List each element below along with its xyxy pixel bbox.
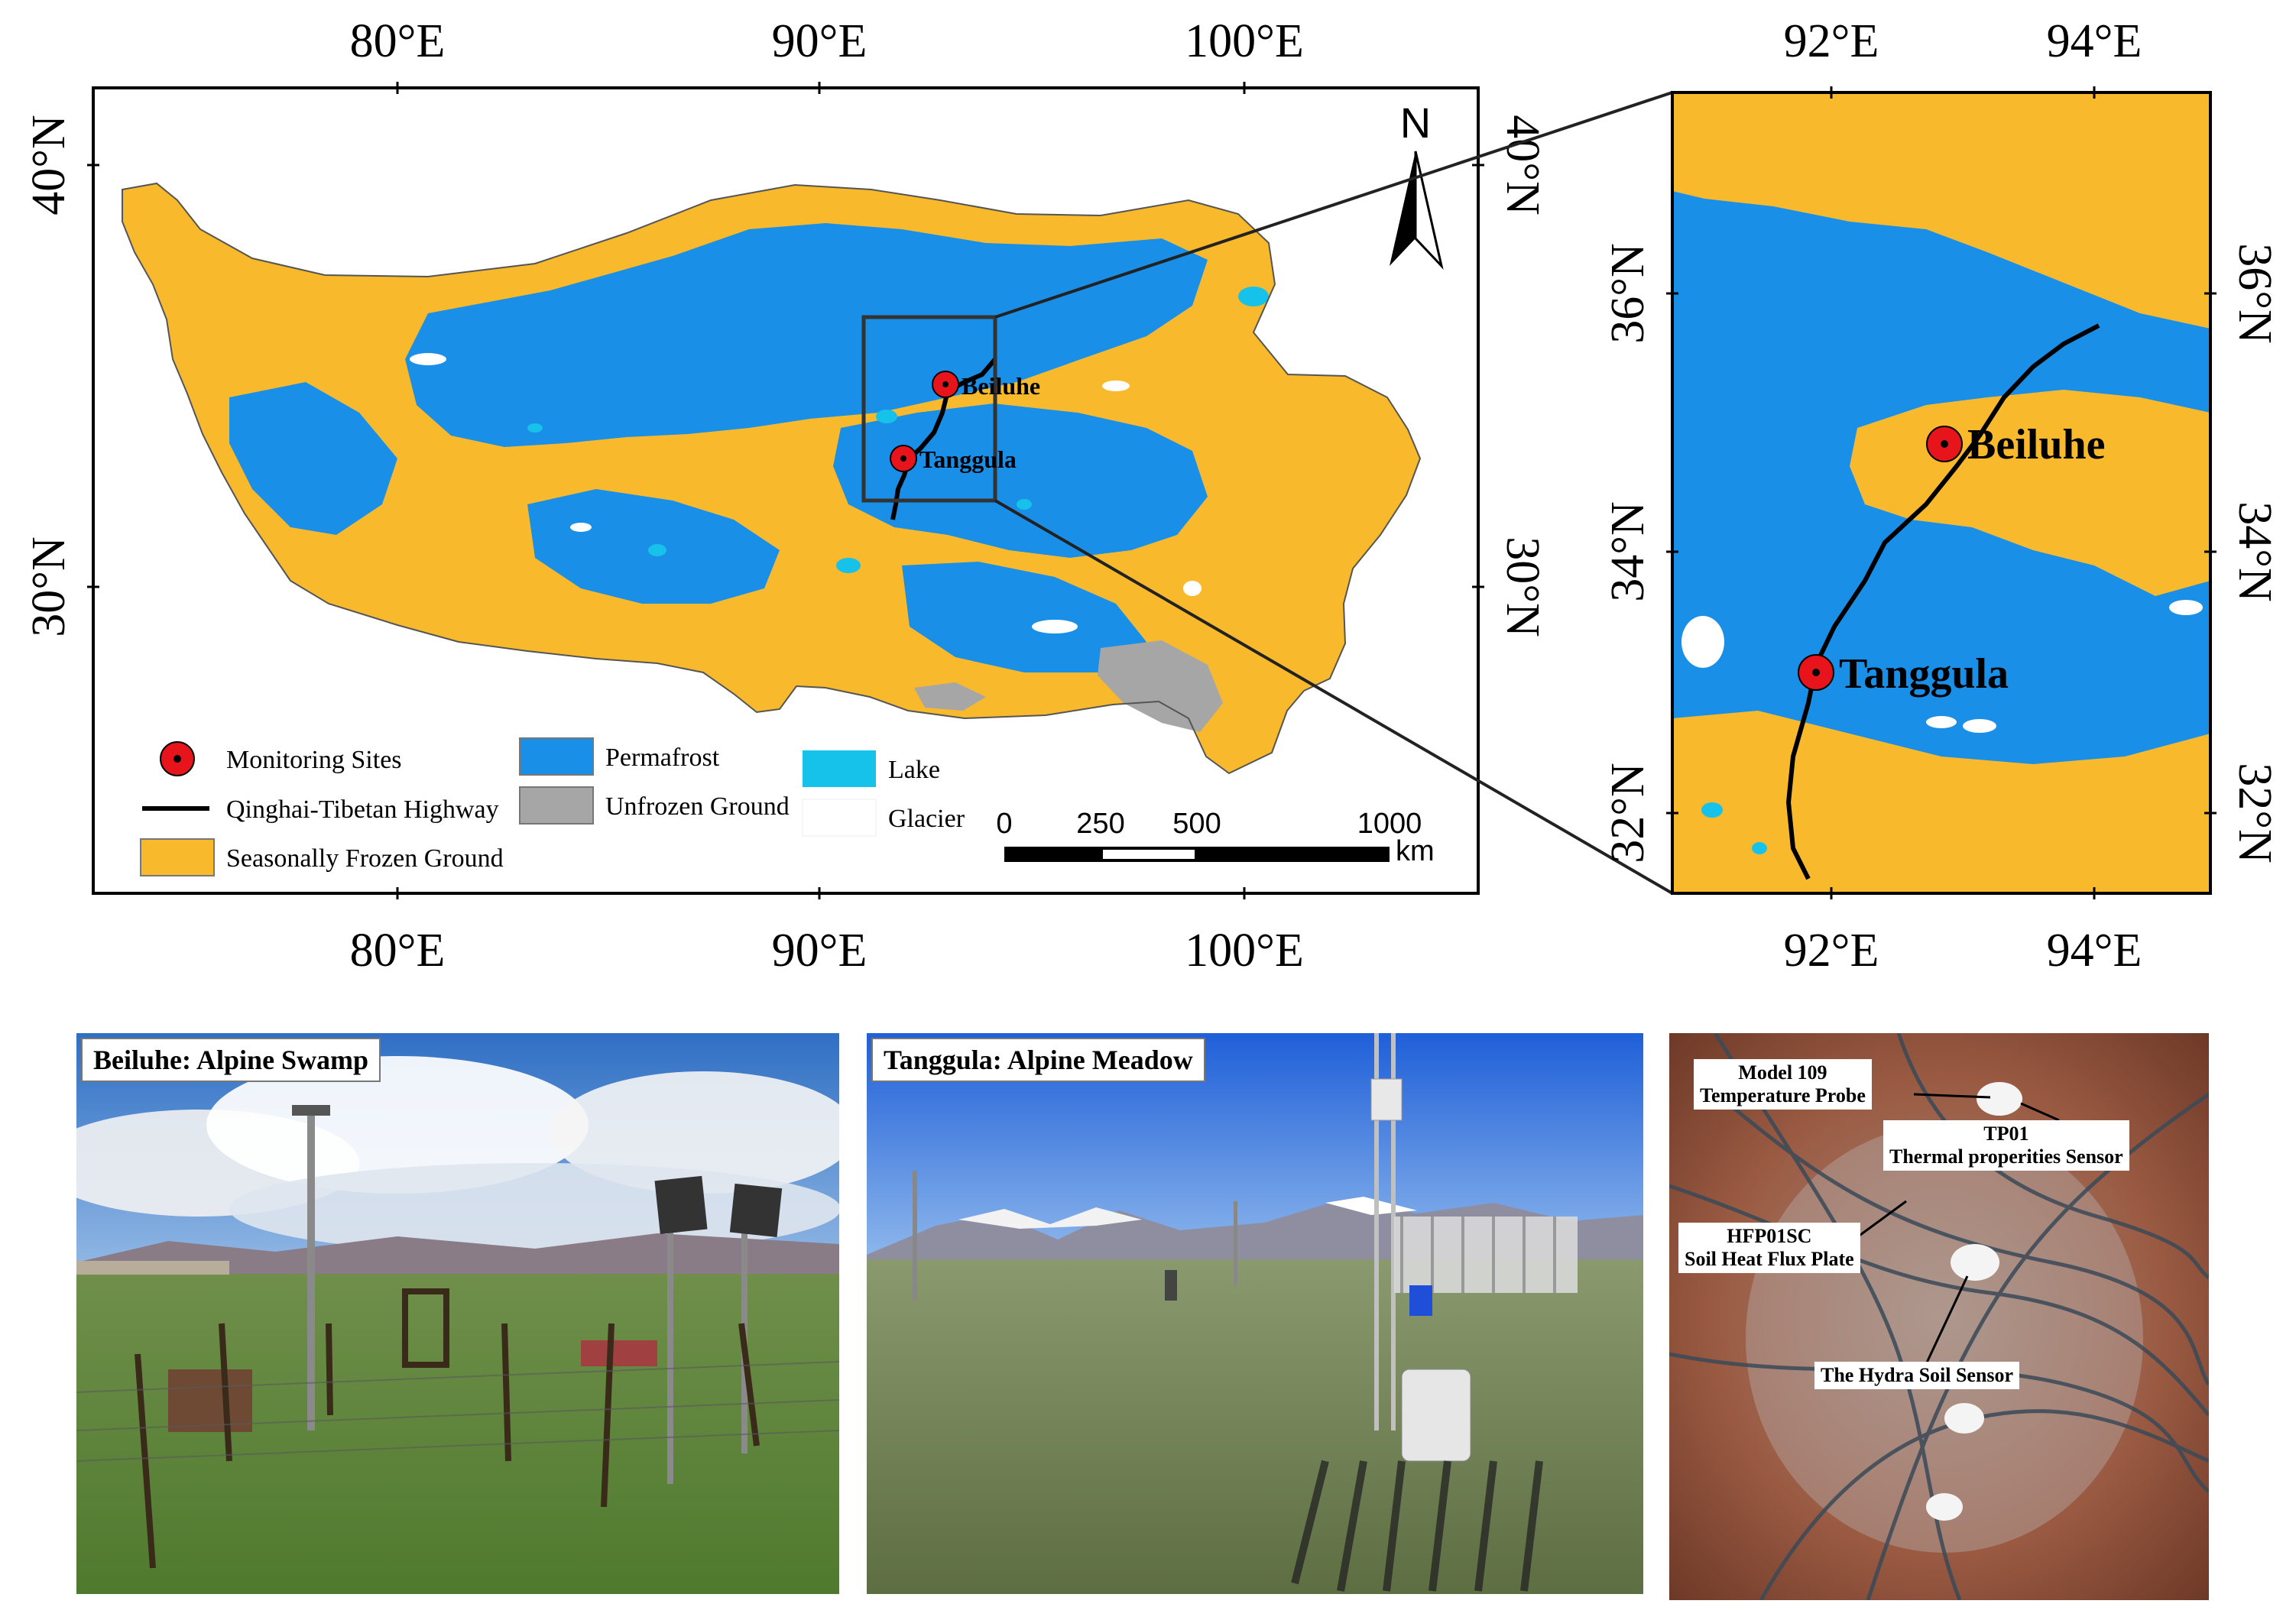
inset-lon-label-bottom: 92°E xyxy=(1784,925,1879,977)
inset-highway-line xyxy=(1785,323,2100,880)
legend-unfrozen-swatch xyxy=(519,786,594,825)
zoom-connector xyxy=(994,91,1674,895)
sensor-label-hfp01sc-line1: HFP01SC xyxy=(1727,1225,1812,1247)
lake-shape xyxy=(1701,802,1723,818)
inset-lat-label-right: 32°N xyxy=(2229,763,2281,863)
legend-unfrozen: Unfrozen Ground xyxy=(605,792,790,821)
glacier-shape xyxy=(1681,616,1724,668)
legend-lake-swatch xyxy=(803,750,876,787)
inset-lat-label-right: 36°N xyxy=(2229,243,2281,344)
site-marker-dot xyxy=(900,455,906,462)
highway-line xyxy=(890,358,997,520)
lake-shape xyxy=(1752,842,1767,854)
inset-lat-label-left: 32°N xyxy=(1602,763,1654,863)
photo-soil-sensors: Model 109 Temperature Probe TP01 Thermal… xyxy=(1669,1033,2209,1600)
photo-beiluhe: Beiluhe: Alpine Swamp xyxy=(76,1033,839,1594)
inset-lon-label-bottom: 94°E xyxy=(2047,925,2142,977)
inset-seasonal-south xyxy=(1672,711,2210,893)
inset-site-label-beiluhe: Beiluhe xyxy=(1967,421,2105,468)
inset-lat-label-left: 36°N xyxy=(1602,243,1654,344)
sensor-label-hydra: The Hydra Soil Sensor xyxy=(1814,1362,2020,1389)
lake-shape xyxy=(876,410,897,423)
lake-shape xyxy=(1238,287,1269,306)
lon-label-top: 100°E xyxy=(1185,15,1304,67)
inset-map: Beiluhe Tanggula xyxy=(1672,92,2210,893)
scale-tick: 0 xyxy=(996,808,1012,840)
sensor-label-tp01-line2: Thermal properities Sensor xyxy=(1889,1145,2123,1168)
main-frame-ticks xyxy=(87,82,1484,899)
lon-label-bottom: 80°E xyxy=(350,925,446,977)
site-marker-dot xyxy=(942,381,949,387)
inset-seasonal-north xyxy=(1672,92,2210,329)
lake-shape xyxy=(527,423,543,433)
lake-shape xyxy=(836,558,861,573)
inset-lon-label-top: 94°E xyxy=(2047,15,2142,67)
lat-label-left: 30°N xyxy=(23,536,75,637)
legend-seasonal: Seasonally Frozen Ground xyxy=(226,844,504,873)
lon-label-top: 80°E xyxy=(350,15,446,67)
scale-bar: 0 250 500 1000 km xyxy=(996,808,1434,867)
unfrozen-ground-area-2 xyxy=(914,682,986,711)
plateau-map: Beiluhe Tanggula N Monitoring Sites Qing… xyxy=(122,99,1444,876)
inset-frame-ticks xyxy=(1666,86,2217,899)
glacier-shape xyxy=(1926,716,1957,728)
inset-site-label-tanggula: Tanggula xyxy=(1839,650,2009,698)
sensor-label-hfp01sc-line2: Soil Heat Flux Plate xyxy=(1685,1248,1854,1270)
glacier-shape xyxy=(1963,719,1996,733)
glacier-shape xyxy=(1102,381,1130,391)
lake-shape xyxy=(1017,499,1032,510)
photo-label-beiluhe: Beiluhe: Alpine Swamp xyxy=(81,1038,381,1082)
glacier-shape xyxy=(2169,600,2203,615)
legend-monitoring-sites: Monitoring Sites xyxy=(226,746,402,774)
legend-lake: Lake xyxy=(888,756,940,784)
sensor-label-tp01-line1: TP01 xyxy=(1983,1123,2029,1145)
inset-lat-label-right: 34°N xyxy=(2229,501,2281,602)
permafrost-area-west xyxy=(229,382,397,535)
site-label-beiluhe: Beiluhe xyxy=(962,372,1040,400)
legend-seasonal-swatch xyxy=(140,838,215,876)
legend-highway: Qinghai-Tibetan Highway xyxy=(226,795,499,824)
lat-label-right: 30°N xyxy=(1497,536,1549,637)
legend-glacier-swatch xyxy=(802,799,877,837)
glacier-shape xyxy=(1183,581,1202,596)
unfrozen-ground-area xyxy=(1098,640,1223,732)
inset-lon-label-top: 92°E xyxy=(1784,15,1879,67)
sensor-label-model109: Model 109 Temperature Probe xyxy=(1694,1059,1872,1110)
inset-lat-label-left: 34°N xyxy=(1602,501,1654,602)
lon-label-bottom: 100°E xyxy=(1185,925,1304,977)
plateau-boundary xyxy=(122,182,1422,775)
lon-label-top: 90°E xyxy=(772,15,867,67)
permafrost-area-southeast xyxy=(902,562,1146,672)
sensor-label-model109-line1: Model 109 xyxy=(1738,1061,1827,1084)
glacier-shape xyxy=(1032,620,1078,633)
lat-label-right: 40°N xyxy=(1497,115,1549,215)
scale-unit: km xyxy=(1396,835,1435,867)
scale-tick: 1000 xyxy=(1357,808,1422,840)
glacier-shape xyxy=(570,523,592,532)
lat-label-left: 40°N xyxy=(23,115,75,215)
inset-seasonal-east xyxy=(2064,436,2210,527)
study-area-box xyxy=(861,315,997,503)
scale-tick: 500 xyxy=(1172,808,1221,840)
map-legend: Monitoring Sites Qinghai-Tibetan Highway… xyxy=(140,737,965,876)
legend-permafrost: Permafrost xyxy=(605,744,720,772)
site-label-tanggula: Tanggula xyxy=(919,446,1017,473)
sensor-label-tp01: TP01 Thermal properities Sensor xyxy=(1883,1120,2129,1171)
north-arrow-label: N xyxy=(1400,99,1431,147)
photo-label-tanggula: Tanggula: Alpine Meadow xyxy=(871,1038,1205,1082)
legend-permafrost-swatch xyxy=(519,737,594,776)
sensor-label-hfp01sc: HFP01SC Soil Heat Flux Plate xyxy=(1678,1223,1860,1273)
scale-tick: 250 xyxy=(1076,808,1124,840)
photo-tanggula: Tanggula: Alpine Meadow xyxy=(867,1033,1643,1594)
map-figure: Beiluhe Tanggula N Monitoring Sites Qing… xyxy=(23,15,2281,977)
legend-glacier: Glacier xyxy=(888,805,965,833)
glacier-shape xyxy=(410,353,446,365)
sensor-label-model109-line2: Temperature Probe xyxy=(1700,1084,1866,1106)
lake-shape xyxy=(648,544,666,556)
permafrost-area-north xyxy=(405,223,1208,447)
lon-label-bottom: 90°E xyxy=(772,925,867,977)
inset-map-frame xyxy=(1671,91,2212,895)
